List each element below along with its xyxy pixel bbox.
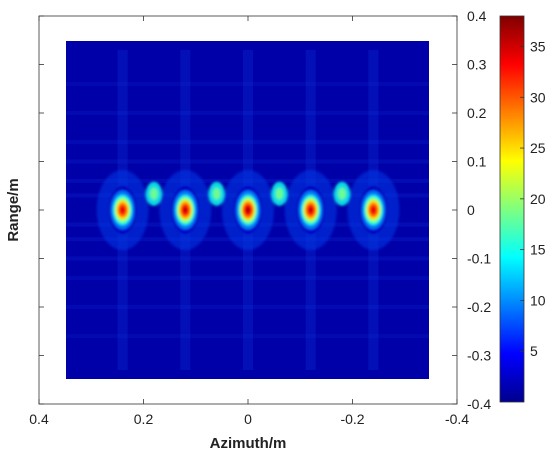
y-tick-label: -0.1	[467, 251, 491, 267]
streak-row	[66, 111, 429, 115]
sidelobe-core	[212, 187, 221, 200]
x-axis-label: Azimuth/m	[210, 435, 287, 452]
x-axis: 0.4 0.2 0 -0.2 -0.4	[29, 16, 469, 427]
x-tick-label: 0	[244, 411, 252, 427]
x-tick-label: 0.4	[29, 411, 49, 427]
y-tick-label: 0.3	[467, 57, 487, 73]
y-tick-label: -0.3	[467, 348, 491, 364]
colorbar-ticks: 5 10 15 20 25 30 35	[520, 38, 546, 359]
x-tick-label: -0.2	[340, 411, 364, 427]
y-tick-label: -0.4	[467, 396, 491, 412]
colorbar	[499, 15, 525, 403]
x-tick-label: 0.2	[134, 411, 154, 427]
colorbar-tick-label: 20	[530, 191, 546, 207]
sidelobe-core	[338, 187, 347, 200]
colorbar-tick-label: 30	[530, 89, 546, 105]
streak-row	[66, 305, 429, 309]
y-tick-label: 0	[467, 202, 475, 218]
streak-row	[66, 275, 429, 280]
streak-row	[66, 334, 429, 339]
sidelobe-core	[149, 187, 158, 200]
y-tick-label: -0.2	[467, 299, 491, 315]
y-tick-label: 0.1	[467, 154, 487, 170]
target-ring	[309, 207, 313, 213]
colorbar-tick-label: 25	[530, 140, 546, 156]
target-ring	[121, 207, 125, 213]
sidelobe-core	[275, 187, 284, 200]
colorbar-tick-label: 10	[530, 292, 546, 308]
colorbar-tick-label: 5	[530, 343, 538, 359]
target-ring	[371, 207, 375, 213]
heatmap-targets	[96, 170, 400, 250]
x-tick-label: -0.4	[445, 411, 469, 427]
colorbar-tick-label: 35	[530, 38, 546, 54]
streak-row	[66, 159, 429, 164]
streak-row	[66, 81, 429, 86]
y-axis-label: Range/m	[5, 178, 22, 241]
y-axis: 0.4 0.3 0.2 0.1 0 -0.1 -0.2 -0.3 -0.4	[39, 8, 491, 412]
y-tick-label: 0.4	[467, 8, 487, 24]
y-tick-label: 0.2	[467, 105, 487, 121]
colorbar-tick-label: 15	[530, 242, 546, 258]
streak-row	[66, 256, 429, 261]
streak-row	[66, 140, 429, 145]
target-ring	[183, 207, 187, 213]
target-ring	[246, 207, 250, 213]
